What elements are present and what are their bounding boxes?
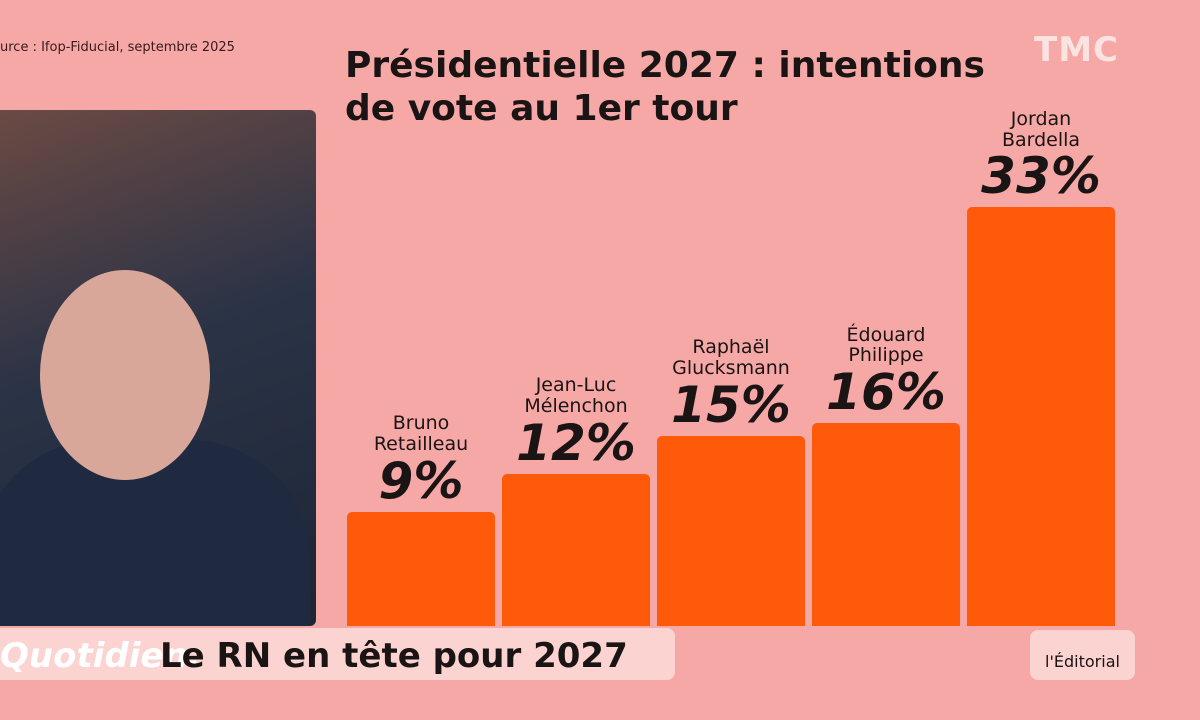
value-label: 12% <box>516 414 636 473</box>
bar <box>812 422 960 626</box>
category-label: Raphaël Glucksmann <box>672 336 790 380</box>
source: urce : Ifop-Fiducial, septembre 2025 <box>0 40 235 55</box>
value-label: 33% <box>981 147 1101 206</box>
bar-label: Édouard Philippe 16% <box>801 323 971 422</box>
bar-label: Jordan Bardella 33% <box>956 107 1126 206</box>
bar <box>967 206 1115 626</box>
bar-label: Bruno Retailleau 9% <box>336 413 506 507</box>
category-label: Édouard Philippe <box>846 323 926 367</box>
segment-box <box>1030 630 1135 680</box>
category-label: Bruno Retailleau <box>373 412 469 456</box>
value-label: 15% <box>671 376 791 434</box>
value-label: 9% <box>378 452 464 511</box>
presenter-head <box>40 270 210 480</box>
bar <box>502 473 650 626</box>
video-panel <box>0 110 316 626</box>
value-label: 16% <box>826 363 946 422</box>
bar <box>347 511 495 626</box>
bar-label: Raphaël Glucksmann 15% <box>646 337 816 431</box>
category-label: Jean-Luc Mélenchon <box>524 374 628 418</box>
category-label: Jordan Bardella <box>1001 107 1081 151</box>
chart-title: Présidentielle 2027 : intentions de vote… <box>345 45 985 130</box>
lower-third <box>0 628 675 680</box>
channel-logo: TMC <box>1034 30 1119 70</box>
segment: l'Éditorial <box>1045 652 1120 671</box>
bar <box>657 435 805 626</box>
show-name: Quotidien. <box>0 636 201 676</box>
bar-label: Jean-Luc Mélenchon 12% <box>491 375 661 469</box>
headline: Le RN en tête pour 2027 <box>160 636 628 676</box>
